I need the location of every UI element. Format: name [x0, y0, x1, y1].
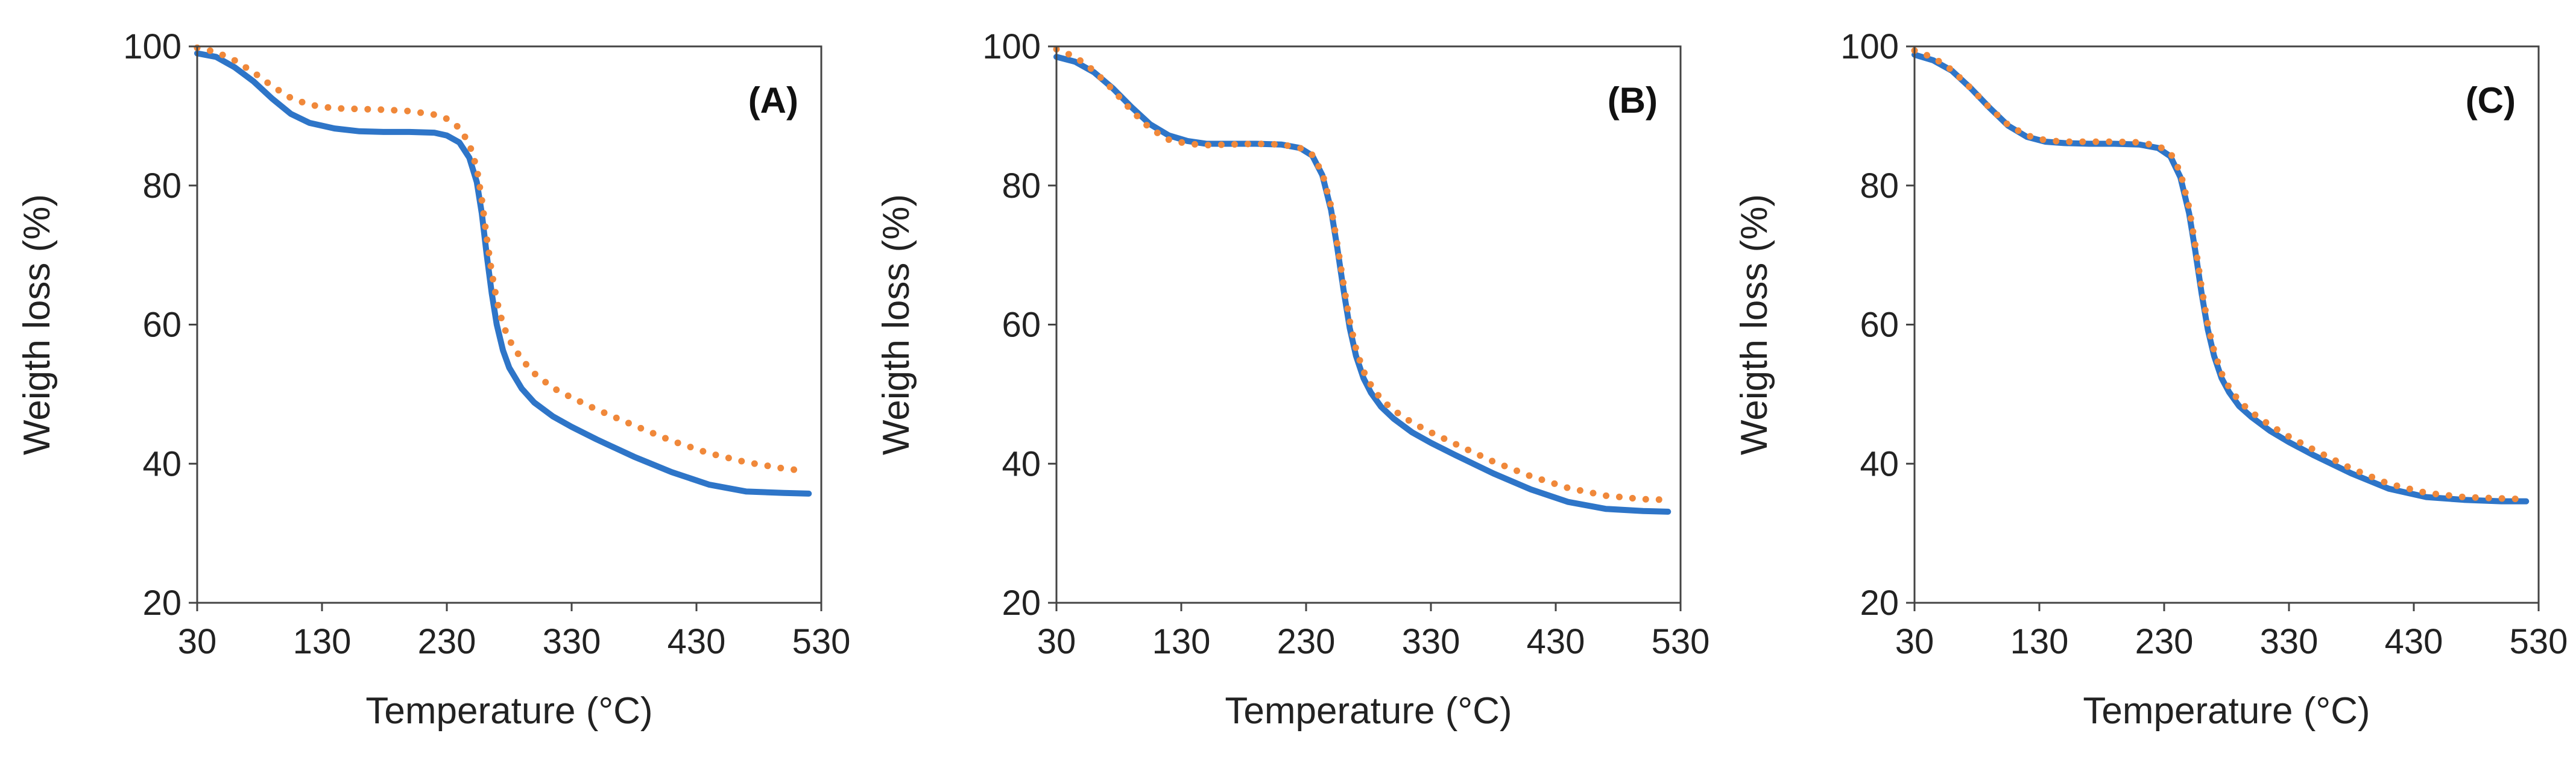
y-axis-title: Weigth loss (%)	[16, 194, 58, 455]
y-tick-label: 80	[142, 166, 182, 206]
y-tick-label: 60	[142, 306, 182, 345]
x-tick-label: 330	[543, 622, 601, 661]
series-line-dotted	[194, 44, 800, 474]
x-tick-label: 130	[293, 622, 352, 661]
x-tick-label: 130	[2010, 622, 2069, 661]
series-line-solid	[194, 50, 812, 497]
y-tick-label: 40	[1860, 444, 1899, 483]
series-line-dotted	[1053, 46, 1672, 503]
y-tick-label: 80	[1860, 166, 1899, 206]
x-tick-label: 530	[1652, 622, 1710, 661]
x-tick-label: 230	[2135, 622, 2194, 661]
x-axis-title: Temperature (°C)	[2083, 690, 2370, 732]
panel-label: (C)	[2466, 80, 2516, 121]
panel-label: (B)	[1608, 80, 1658, 121]
plot-frame	[196, 45, 822, 604]
y-tick-label: 100	[1840, 27, 1899, 66]
x-axis-title: Temperature (°C)	[1225, 690, 1512, 732]
y-axis-title: Weigth loss (%)	[1734, 194, 1775, 455]
y-tick-label: 20	[1002, 584, 1041, 623]
x-tick-label: 230	[1277, 622, 1336, 661]
y-tick-label: 40	[142, 444, 182, 483]
x-tick-label: 330	[2260, 622, 2319, 661]
series-line-solid	[1911, 51, 2530, 505]
y-axis-title: Weigth loss (%)	[876, 194, 917, 455]
chart-panel-c: 30 130 230 330 430 530 20 40 60 80 100 Temperature …	[1734, 27, 2568, 732]
y-tick-label: 60	[1002, 306, 1041, 345]
x-tick-label: 530	[2510, 622, 2568, 661]
x-tick-label: 430	[2385, 622, 2443, 661]
series-line-dotted	[1911, 47, 2530, 503]
y-tick-label: 100	[982, 27, 1041, 66]
x-tick-label: 230	[418, 622, 476, 661]
panel-label: (A)	[748, 80, 798, 121]
y-tick-label: 100	[123, 27, 182, 66]
x-tick-label: 130	[1152, 622, 1211, 661]
x-axis-title: Temperature (°C)	[365, 690, 652, 732]
series-line-solid	[1053, 54, 1672, 515]
x-tick-label: 30	[1895, 622, 1934, 661]
x-tick-label: 30	[1037, 622, 1076, 661]
chart-panel-a: 30 130 230 330 430 530 20 40 60 80 100 Temperature …	[16, 27, 850, 732]
y-tick-label: 60	[1860, 306, 1899, 345]
y-tick-label: 80	[1002, 166, 1041, 206]
plot-frame	[1913, 45, 2540, 604]
x-tick-label: 430	[1527, 622, 1585, 661]
y-tick-label: 40	[1002, 444, 1041, 483]
plot-frame	[1055, 45, 1682, 604]
y-tick-label: 20	[1860, 584, 1899, 623]
chart-panel-b: 30 130 230 330 430 530 20 40 60 80 100 Temperature …	[876, 27, 1709, 732]
x-tick-label: 530	[792, 622, 851, 661]
y-tick-label: 20	[142, 584, 182, 623]
x-tick-label: 330	[1402, 622, 1460, 661]
x-tick-label: 430	[668, 622, 726, 661]
x-tick-label: 30	[178, 622, 217, 661]
